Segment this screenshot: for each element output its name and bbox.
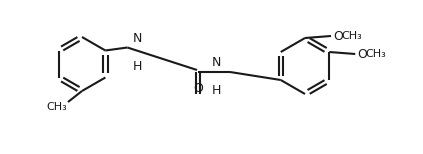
- Text: CH₃: CH₃: [341, 31, 362, 41]
- Text: N: N: [212, 56, 221, 69]
- Text: O: O: [193, 82, 203, 95]
- Text: H: H: [133, 45, 142, 73]
- Text: CH₃: CH₃: [46, 103, 67, 113]
- Text: O: O: [333, 30, 343, 43]
- Text: N: N: [133, 32, 142, 45]
- Text: O: O: [357, 47, 367, 61]
- Text: CH₃: CH₃: [365, 49, 386, 59]
- Text: H: H: [212, 69, 221, 97]
